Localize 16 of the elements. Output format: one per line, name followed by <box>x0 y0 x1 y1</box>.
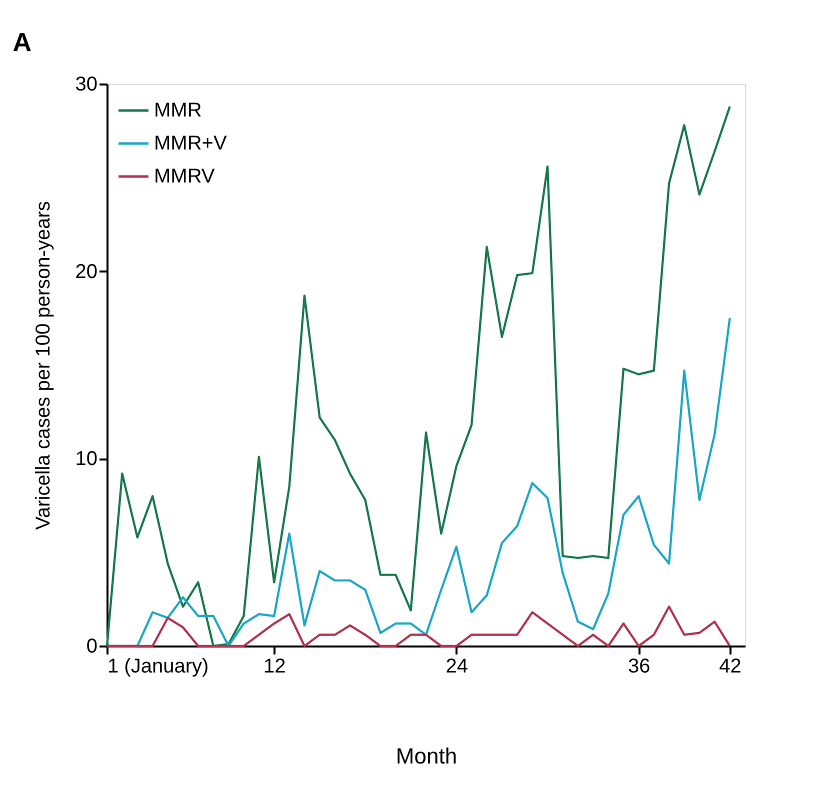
y-tick-label: 20 <box>75 260 98 283</box>
legend-label: MMR+V <box>154 132 228 154</box>
x-axis-title: Month <box>396 744 458 768</box>
chart-title: A <box>12 27 32 57</box>
y-tick-label: 30 <box>75 74 98 96</box>
legend-label: MMR <box>154 100 202 122</box>
x-tick-label: 42 <box>719 656 742 678</box>
x-tick-label: 24 <box>446 656 468 678</box>
y-axis-title: Varicella cases per 100 person-years <box>32 201 54 530</box>
x-tick-label: 36 <box>628 656 650 678</box>
line-series <box>106 606 731 648</box>
y-tick-label: 0 <box>86 636 98 658</box>
x-tick-label: 12 <box>263 656 286 678</box>
y-tick-label: 10 <box>75 448 98 470</box>
x-tick-label: 1 (January) <box>108 656 209 678</box>
legend-label: MMRV <box>154 166 216 188</box>
